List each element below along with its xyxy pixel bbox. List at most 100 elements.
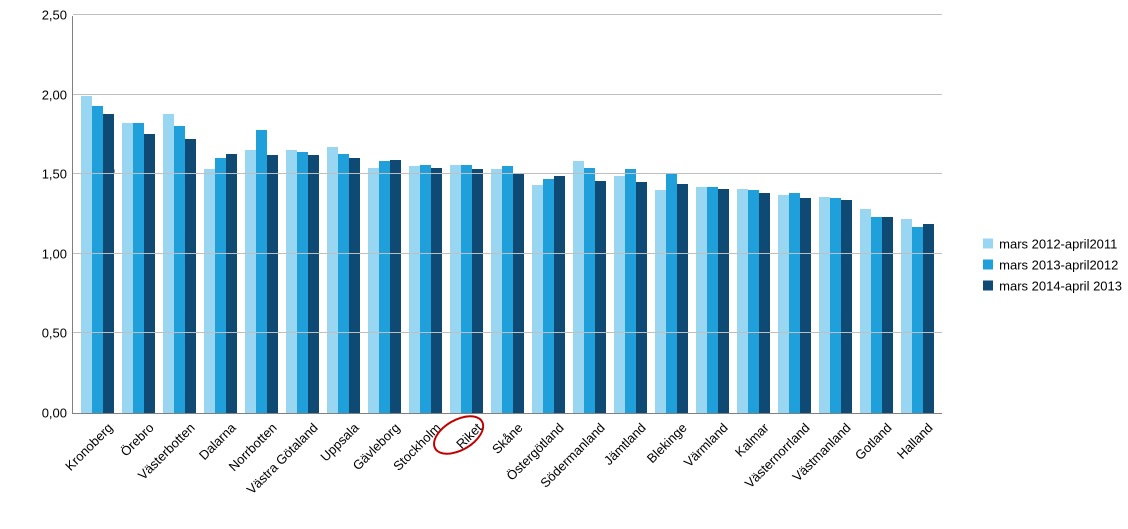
bar [882, 217, 893, 413]
bar [901, 219, 912, 413]
category-group: Uppsala [327, 147, 360, 413]
bar [133, 123, 144, 413]
bar [666, 174, 677, 413]
bar [327, 147, 338, 413]
x-tick-label: Gotland [849, 417, 895, 463]
category-group: Västernorrland [778, 193, 811, 413]
bar [368, 168, 379, 413]
bar [92, 106, 103, 413]
chart-container: DDD/1000 invånare och dag KronobergÖrebr… [0, 0, 1128, 529]
bar [390, 160, 401, 413]
y-tick-label: 2,50 [42, 8, 73, 23]
category-group: Västra Götaland [286, 150, 319, 413]
bar [789, 193, 800, 413]
legend-swatch [983, 260, 993, 270]
bar [912, 227, 923, 413]
legend-swatch [983, 281, 993, 291]
bar [420, 165, 431, 413]
bar [696, 187, 707, 413]
bar [841, 200, 852, 413]
legend-item: mars 2012-april2011 [983, 236, 1122, 251]
bar [461, 165, 472, 413]
bar [819, 197, 830, 414]
bar [144, 134, 155, 413]
category-group: Värmland [696, 187, 729, 413]
bar [655, 190, 666, 413]
bar [256, 130, 267, 413]
x-tick-label: Halland [891, 417, 936, 462]
legend-label: mars 2014-april 2013 [999, 278, 1122, 293]
bar [584, 168, 595, 413]
bars-area: KronobergÖrebroVästerbottenDalarnaNorrbo… [73, 16, 942, 413]
bar [472, 169, 483, 413]
bar [491, 169, 502, 413]
bar [174, 126, 185, 413]
bar [573, 161, 584, 413]
category-group: Västerbotten [163, 114, 196, 413]
bar [226, 154, 237, 413]
bar [338, 154, 349, 413]
legend: mars 2012-april2011 mars 2013-april2012 ma… [983, 230, 1122, 299]
bar [349, 158, 360, 413]
y-tick-label: 0,50 [42, 326, 73, 341]
bar [122, 123, 133, 413]
category-group: Kalmar [737, 189, 770, 413]
category-group: Stockholm [409, 165, 442, 413]
bar [185, 139, 196, 413]
x-tick-label: Riket [450, 417, 484, 451]
x-tick-label: Värmland [677, 417, 730, 470]
bar [677, 184, 688, 413]
gridline [73, 94, 942, 95]
bar [297, 152, 308, 413]
legend-swatch [983, 239, 993, 249]
category-group: Blekinge [655, 174, 688, 413]
bar [245, 150, 256, 413]
category-group: Örebro [122, 123, 155, 413]
gridline [73, 173, 942, 174]
bar [163, 114, 174, 413]
plot-area: KronobergÖrebroVästerbottenDalarnaNorrbo… [72, 16, 942, 414]
bar [513, 174, 524, 413]
y-tick-label: 1,00 [42, 246, 73, 261]
bar [204, 169, 215, 413]
category-group: Norrbotten [245, 130, 278, 413]
bar [431, 168, 442, 413]
bar [718, 189, 729, 413]
category-group: Södermanland [573, 161, 606, 413]
category-group: Dalarna [204, 154, 237, 413]
x-tick-label: Jämtland [597, 417, 648, 468]
bar [81, 96, 92, 413]
bar [871, 217, 882, 413]
bar [532, 185, 543, 413]
bar [554, 176, 565, 413]
bar [409, 166, 420, 413]
bar [737, 189, 748, 413]
category-group: Gotland [860, 209, 893, 413]
bar [595, 181, 606, 413]
bar [860, 209, 871, 413]
legend-item: mars 2014-april 2013 [983, 278, 1122, 293]
category-group: Kronoberg [81, 96, 114, 413]
bar [800, 198, 811, 413]
gridline [73, 253, 942, 254]
y-tick-label: 0,00 [42, 406, 73, 421]
bar [748, 190, 759, 413]
legend-item: mars 2013-april2012 [983, 257, 1122, 272]
y-tick-label: 1,50 [42, 167, 73, 182]
bar [308, 155, 319, 413]
bar [215, 158, 226, 413]
bar [379, 161, 390, 413]
category-group: Riket [450, 165, 483, 413]
category-group: Östergötland [532, 176, 565, 413]
gridline [73, 332, 942, 333]
bar [614, 176, 625, 413]
x-tick-label: Kronoberg [59, 417, 115, 473]
bar [830, 198, 841, 413]
legend-label: mars 2012-april2011 [999, 236, 1117, 251]
category-group: Skåne [491, 166, 524, 413]
bar [636, 182, 647, 413]
y-tick-label: 2,00 [42, 87, 73, 102]
bar [543, 179, 554, 413]
bar [502, 166, 513, 413]
bar [759, 193, 770, 413]
